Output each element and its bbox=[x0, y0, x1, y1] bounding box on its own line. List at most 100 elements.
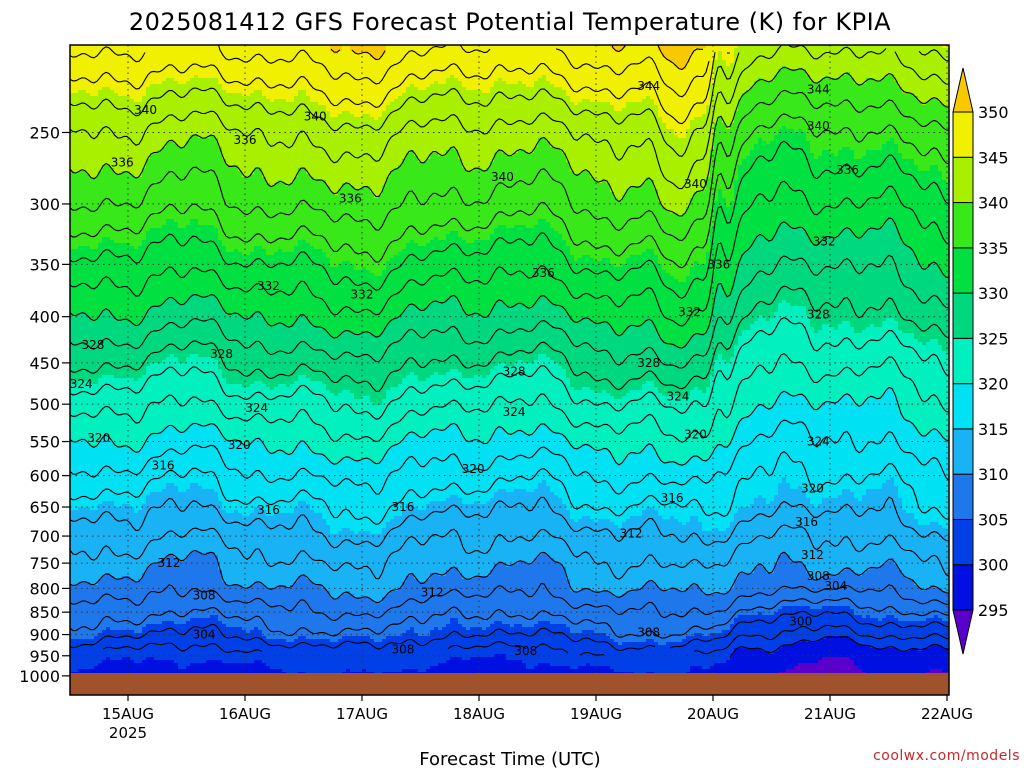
theta-cell bbox=[362, 48, 366, 51]
theta-cell bbox=[566, 75, 570, 78]
theta-cell bbox=[122, 63, 126, 66]
theta-cell bbox=[754, 66, 758, 69]
theta-cell bbox=[518, 48, 522, 51]
theta-cell bbox=[646, 63, 650, 66]
theta-cell bbox=[474, 63, 478, 66]
theta-cell bbox=[530, 63, 534, 66]
theta-cell bbox=[578, 69, 582, 72]
theta-cell bbox=[210, 60, 214, 63]
theta-cell bbox=[386, 51, 390, 54]
theta-cell bbox=[538, 60, 542, 63]
theta-cell bbox=[130, 66, 134, 69]
theta-cell bbox=[882, 60, 886, 63]
theta-cell bbox=[630, 72, 634, 75]
theta-cell bbox=[114, 60, 118, 63]
theta-cell bbox=[530, 51, 534, 54]
theta-cell bbox=[202, 72, 206, 75]
theta-cell bbox=[230, 54, 234, 57]
theta-cell bbox=[634, 57, 638, 60]
theta-cell bbox=[814, 51, 818, 54]
theta-cell bbox=[366, 72, 370, 75]
theta-cell bbox=[230, 75, 234, 78]
theta-cell bbox=[110, 54, 114, 57]
theta-cell bbox=[290, 69, 294, 72]
theta-cell bbox=[718, 54, 722, 57]
theta-cell bbox=[850, 69, 854, 72]
theta-cell bbox=[402, 66, 406, 69]
theta-cell bbox=[822, 63, 826, 66]
theta-cell bbox=[126, 69, 130, 72]
theta-cell bbox=[642, 75, 646, 78]
theta-cell bbox=[842, 66, 846, 69]
theta-cell bbox=[186, 51, 190, 54]
theta-cell bbox=[82, 66, 86, 69]
theta-cell bbox=[726, 66, 730, 69]
theta-cell bbox=[106, 63, 110, 66]
theta-cell bbox=[626, 60, 630, 63]
theta-cell bbox=[106, 75, 110, 78]
theta-cell bbox=[658, 60, 662, 63]
theta-cell bbox=[190, 48, 194, 51]
theta-cell bbox=[790, 66, 794, 69]
theta-cell bbox=[766, 48, 770, 51]
theta-cell bbox=[122, 66, 126, 69]
theta-cell bbox=[310, 51, 314, 54]
theta-cell bbox=[562, 66, 566, 69]
theta-cell bbox=[814, 69, 818, 72]
theta-cell bbox=[882, 72, 886, 75]
theta-cell bbox=[306, 63, 310, 66]
theta-cell bbox=[574, 60, 578, 63]
theta-cell bbox=[790, 72, 794, 75]
theta-cell bbox=[790, 60, 794, 63]
theta-cell bbox=[522, 48, 526, 51]
theta-cell bbox=[334, 72, 338, 75]
theta-cell bbox=[490, 57, 494, 60]
theta-cell bbox=[738, 57, 742, 60]
theta-cell bbox=[574, 54, 578, 57]
theta-cell bbox=[606, 60, 610, 63]
theta-cell bbox=[190, 75, 194, 78]
theta-cell bbox=[914, 51, 918, 54]
theta-cell bbox=[918, 66, 922, 69]
theta-cell bbox=[318, 48, 322, 51]
theta-cell bbox=[282, 69, 286, 72]
theta-cell bbox=[386, 48, 390, 51]
theta-cell bbox=[830, 57, 834, 60]
theta-cell bbox=[642, 66, 646, 69]
theta-cell bbox=[834, 75, 838, 78]
theta-cell bbox=[758, 63, 762, 66]
theta-cell bbox=[298, 60, 302, 63]
theta-cell bbox=[590, 51, 594, 54]
theta-cell bbox=[606, 57, 610, 60]
theta-cell bbox=[534, 54, 538, 57]
theta-cell bbox=[406, 66, 410, 69]
theta-cell bbox=[390, 75, 394, 78]
theta-cell bbox=[246, 54, 250, 57]
theta-cell bbox=[930, 60, 934, 63]
theta-cell bbox=[918, 72, 922, 75]
theta-cell bbox=[170, 72, 174, 75]
theta-cell bbox=[474, 54, 478, 57]
theta-cell bbox=[398, 75, 402, 78]
theta-cell bbox=[910, 48, 914, 51]
theta-cell bbox=[382, 48, 386, 51]
theta-cell bbox=[858, 51, 862, 54]
theta-cell bbox=[710, 51, 714, 54]
theta-cell bbox=[890, 66, 894, 69]
theta-cell bbox=[234, 51, 238, 54]
theta-cell bbox=[822, 72, 826, 75]
theta-cell bbox=[694, 51, 698, 54]
theta-cell bbox=[706, 57, 710, 60]
theta-cell bbox=[78, 48, 82, 51]
theta-cell bbox=[790, 75, 794, 78]
theta-cell bbox=[334, 48, 338, 51]
theta-cell bbox=[654, 48, 658, 51]
theta-cell bbox=[598, 48, 602, 51]
theta-cell bbox=[126, 57, 130, 60]
theta-cell bbox=[782, 57, 786, 60]
theta-cell bbox=[266, 48, 270, 51]
theta-cell bbox=[226, 72, 230, 75]
theta-cell bbox=[846, 51, 850, 54]
theta-cell bbox=[398, 54, 402, 57]
theta-cell bbox=[678, 75, 682, 78]
